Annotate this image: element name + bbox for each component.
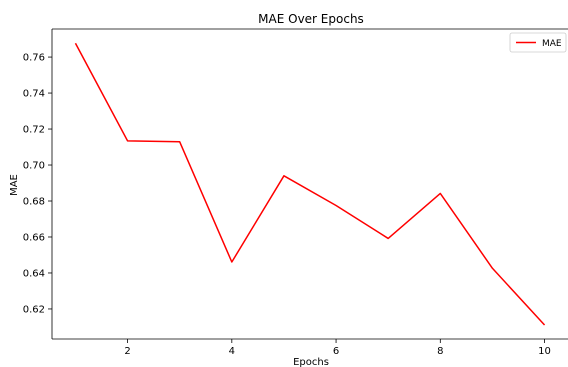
axes-frame xyxy=(51,28,568,340)
x-tick-label: 6 xyxy=(333,346,339,357)
y-tick-label: 0.74 xyxy=(23,89,45,100)
y-tick-label: 0.76 xyxy=(23,53,45,64)
y-tick-label: 0.72 xyxy=(23,125,45,136)
y-tick-label: 0.64 xyxy=(23,268,45,279)
y-tick-label: 0.66 xyxy=(23,232,45,243)
legend: MAE xyxy=(509,32,567,53)
y-tick-label: 0.68 xyxy=(23,197,45,208)
x-tick-label: 10 xyxy=(538,346,551,357)
legend-box xyxy=(509,32,567,53)
x-tick-label: 4 xyxy=(229,346,235,357)
axis-ticks: 2 4 6 8 10 0.62 0.64 0.66 0.68 0.70 0.72 0.74 0.76 xyxy=(23,53,551,357)
x-tick-label: 2 xyxy=(124,346,130,357)
series-line-mae xyxy=(74,42,546,326)
y-tick-label: 0.70 xyxy=(23,161,45,172)
y-tick-label: 0.62 xyxy=(23,304,45,315)
x-axis-title: Epochs xyxy=(293,357,329,367)
y-axis-title: MAE xyxy=(9,174,20,196)
plot-area xyxy=(52,29,568,339)
chart-title: MAE Over Epochs xyxy=(258,12,364,26)
x-tick-label: 8 xyxy=(437,346,443,357)
legend-label: MAE xyxy=(542,39,562,49)
